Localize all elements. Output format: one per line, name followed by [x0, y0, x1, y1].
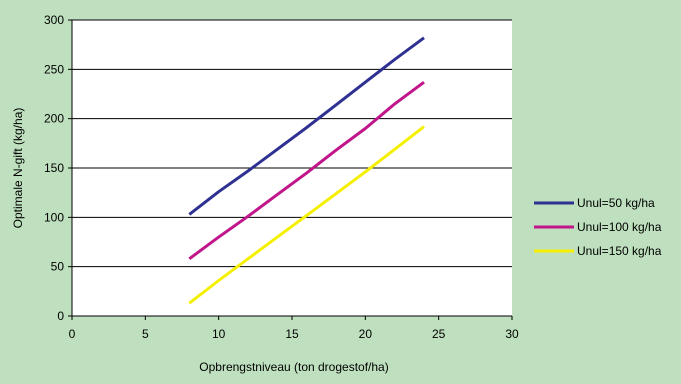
x-tick-label: 30	[505, 327, 519, 341]
y-tick-label: 50	[51, 260, 65, 274]
grid-lines	[72, 19, 512, 268]
x-tick-label: 25	[432, 327, 446, 341]
series-line	[188, 125, 425, 305]
series-lines	[188, 36, 425, 305]
x-tick-label: 0	[69, 327, 76, 341]
y-tick-label: 300	[44, 13, 64, 27]
x-tick-label: 15	[285, 327, 299, 341]
ticks: 0 50 100 150 200 250 300 0 5 10 15 20 25 30	[44, 13, 519, 341]
series-line	[188, 36, 425, 216]
x-axis-label: Opbrengstniveau (ton drogestof/ha)	[199, 360, 388, 374]
x-tick-label: 10	[212, 327, 226, 341]
legend-label: Unul=50 kg/ha	[577, 196, 655, 210]
x-tick-label: 20	[359, 327, 373, 341]
x-tick-label: 5	[142, 327, 149, 341]
y-axis-label: Optimale N-gift (kg/ha)	[11, 108, 25, 229]
y-tick-label: 250	[44, 62, 64, 76]
y-tick-label: 200	[44, 112, 64, 126]
legend: Unul=50 kg/ha Unul=100 kg/ha Unul=150 kg/h…	[534, 196, 662, 258]
legend-label: Unul=150 kg/ha	[577, 244, 662, 258]
y-tick-label: 150	[44, 161, 64, 175]
y-tick-label: 100	[44, 210, 64, 224]
y-tick-label: 0	[57, 309, 64, 323]
series-line	[188, 80, 425, 261]
legend-label: Unul=100 kg/ha	[577, 220, 662, 234]
